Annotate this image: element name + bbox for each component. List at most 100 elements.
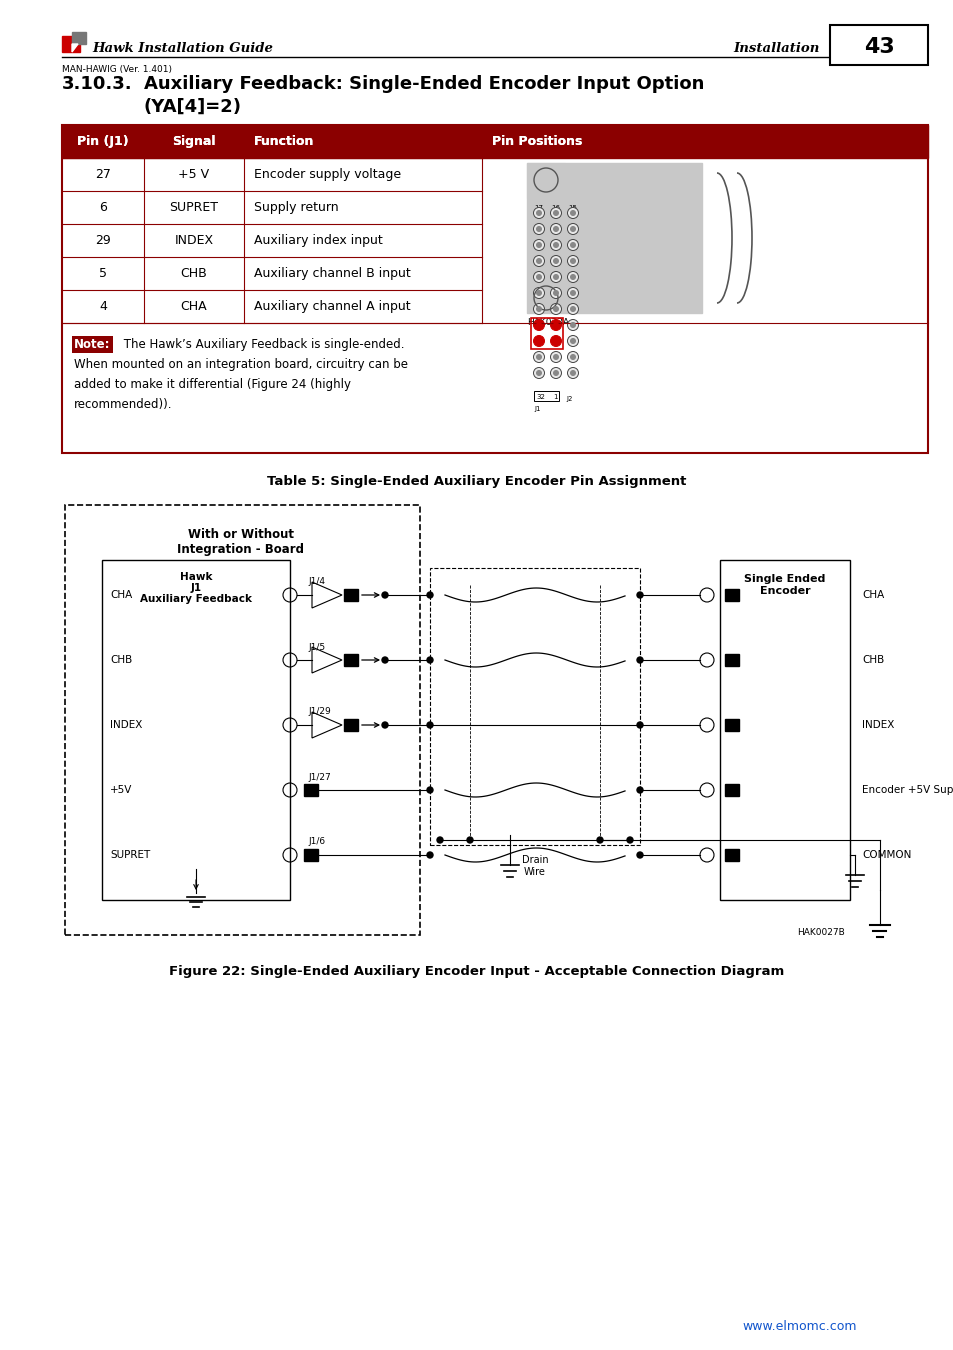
Circle shape [533, 367, 544, 378]
Bar [304, 849, 317, 861]
Text: Note:: Note: [74, 338, 111, 351]
Text: SUPRET: SUPRET [110, 850, 150, 860]
Circle shape [567, 255, 578, 266]
Circle shape [567, 288, 578, 298]
Text: 32: 32 [536, 394, 544, 400]
Text: Auxiliary Feedback: Single-Ended Encoder Input Option: Auxiliary Feedback: Single-Ended Encoder… [144, 76, 703, 93]
Text: J1/29: J1/29 [308, 707, 331, 717]
Text: recommended)).: recommended)). [74, 398, 172, 410]
Bar [62, 158, 927, 190]
Bar [724, 849, 739, 861]
Text: HAK023A: HAK023A [526, 319, 568, 327]
Circle shape [567, 271, 578, 282]
Text: Hawk Installation Guide: Hawk Installation Guide [91, 42, 273, 54]
Text: The Hawk’s Auxiliary Feedback is single-ended.: The Hawk’s Auxiliary Feedback is single-… [120, 338, 404, 351]
Text: When mounted on an integration board, circuitry can be: When mounted on an integration board, ci… [74, 358, 408, 371]
Text: Encoder supply voltage: Encoder supply voltage [253, 167, 400, 181]
Bar [430, 568, 639, 845]
Circle shape [550, 367, 561, 378]
Text: J2: J2 [565, 396, 572, 402]
Circle shape [550, 208, 561, 219]
Bar [71, 32, 86, 45]
Circle shape [569, 290, 576, 296]
Bar [62, 224, 927, 256]
Bar [304, 784, 317, 796]
Circle shape [553, 242, 558, 248]
Circle shape [533, 271, 544, 282]
Text: J1/4: J1/4 [308, 578, 325, 586]
Bar [62, 290, 927, 323]
Circle shape [569, 370, 576, 377]
Text: COMMON: COMMON [862, 850, 910, 860]
Circle shape [567, 351, 578, 363]
Circle shape [550, 271, 561, 282]
Bar [526, 163, 701, 313]
Circle shape [550, 224, 561, 235]
Text: 5: 5 [99, 267, 107, 279]
Circle shape [567, 208, 578, 219]
Circle shape [597, 837, 602, 842]
Circle shape [569, 258, 576, 265]
Text: Installation: Installation [733, 42, 820, 54]
Text: CHA: CHA [180, 300, 207, 313]
Text: 29: 29 [95, 234, 111, 247]
Text: Auxiliary channel A input: Auxiliary channel A input [253, 300, 410, 313]
Text: MAN-HAWIG (Ver. 1.401): MAN-HAWIG (Ver. 1.401) [62, 65, 172, 74]
Text: SUPRET: SUPRET [170, 201, 218, 215]
Bar [344, 653, 357, 666]
Circle shape [637, 593, 642, 598]
Circle shape [533, 336, 544, 347]
Circle shape [536, 338, 541, 344]
Circle shape [427, 593, 433, 598]
Text: Single Ended: Single Ended [743, 574, 825, 585]
Text: 43: 43 [862, 36, 893, 57]
Text: 1: 1 [553, 394, 557, 400]
Text: 16: 16 [551, 205, 560, 211]
Text: J1: J1 [534, 406, 540, 412]
Circle shape [569, 321, 576, 328]
Bar [724, 589, 739, 601]
Text: Pin Positions: Pin Positions [492, 135, 581, 148]
Text: 4: 4 [99, 300, 107, 313]
Circle shape [533, 351, 544, 363]
Circle shape [637, 787, 642, 792]
Bar [65, 505, 419, 936]
Text: Auxiliary Feedback: Auxiliary Feedback [140, 594, 252, 603]
Text: J1/27: J1/27 [308, 772, 331, 782]
Circle shape [427, 722, 433, 728]
Circle shape [626, 837, 633, 842]
Circle shape [550, 239, 561, 251]
Text: Function: Function [253, 135, 314, 148]
Bar [720, 560, 849, 900]
Text: Auxiliary index input: Auxiliary index input [253, 234, 382, 247]
Circle shape [567, 224, 578, 235]
Text: INDEX: INDEX [862, 720, 893, 730]
Text: J1/5: J1/5 [308, 643, 325, 652]
Text: INDEX: INDEX [110, 720, 142, 730]
Text: Figure 22: Single-Ended Auxiliary Encoder Input - Acceptable Connection Diagram: Figure 22: Single-Ended Auxiliary Encode… [170, 965, 783, 977]
Circle shape [427, 852, 433, 859]
Circle shape [553, 354, 558, 360]
Bar [62, 323, 927, 454]
Bar [829, 26, 927, 65]
Bar [102, 560, 290, 900]
Circle shape [553, 306, 558, 312]
Circle shape [567, 367, 578, 378]
Text: +5 V: +5 V [178, 167, 210, 181]
Text: Integration - Board: Integration - Board [177, 543, 304, 556]
Circle shape [569, 274, 576, 279]
Circle shape [569, 225, 576, 232]
Circle shape [536, 306, 541, 312]
Circle shape [536, 354, 541, 360]
Text: Pin Positions: Pin Positions [492, 135, 581, 148]
Text: Signal: Signal [172, 135, 215, 148]
Circle shape [533, 288, 544, 298]
Text: CHB: CHB [180, 267, 207, 279]
Circle shape [553, 274, 558, 279]
Circle shape [637, 722, 642, 728]
Text: added to make it differential (Figure 24 (highly: added to make it differential (Figure 24… [74, 378, 351, 392]
Circle shape [553, 338, 558, 344]
Circle shape [533, 304, 544, 315]
Bar [534, 392, 558, 401]
Circle shape [553, 258, 558, 265]
